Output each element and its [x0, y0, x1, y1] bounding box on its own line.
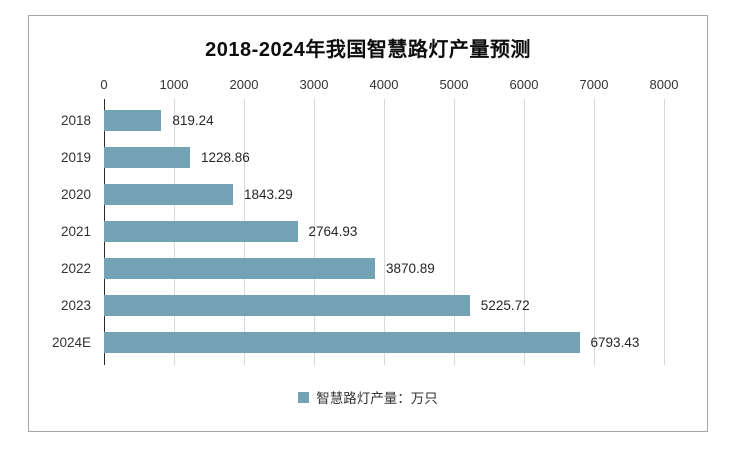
legend-swatch-icon	[298, 391, 310, 403]
bar-row: 2024E 6793.43	[52, 332, 664, 353]
value-label: 1843.29	[244, 187, 293, 202]
gridline	[664, 99, 665, 365]
legend-label: 智慧路灯产量：万只	[316, 391, 438, 406]
bar	[104, 295, 470, 316]
category-label: 2018	[60, 113, 91, 128]
bar	[104, 332, 580, 353]
bar	[104, 110, 162, 131]
bar-row: 2022 3870.89	[61, 258, 664, 279]
bar-rows: 2018 819.24 2019 1228.86 2020 1843.29 2021 2764…	[52, 110, 664, 353]
bar	[104, 221, 298, 242]
category-label: 2021	[60, 224, 91, 239]
bar	[104, 184, 234, 205]
gridline	[454, 99, 455, 365]
legend: 智慧路灯产量：万只	[29, 387, 707, 407]
value-label: 3870.89	[385, 261, 435, 276]
gridline	[314, 99, 315, 365]
bar-row: 2019 1228.86	[61, 147, 664, 168]
x-axis-tick-label: 0	[100, 77, 108, 92]
bar-row: 2020 1843.29	[61, 184, 664, 205]
x-axis-tick-label: 8000	[649, 77, 679, 92]
chart-title: 2018-2024年我国智慧路灯产量预测	[205, 39, 531, 61]
x-axis-tick-label: 5000	[439, 77, 469, 92]
chart-frame: 2018-2024年我国智慧路灯产量预测 0 1000 2000 3000 4000 50…	[28, 15, 708, 432]
value-label: 2764.93	[308, 224, 358, 239]
category-label: 2023	[60, 298, 91, 313]
x-axis-tick-label: 4000	[369, 77, 399, 92]
x-axis-tick-label: 6000	[509, 77, 539, 92]
bar-row: 2023 5225.72	[61, 295, 664, 316]
category-label: 2022	[60, 261, 91, 276]
x-axis-ticks: 0 1000 2000 3000 4000 5000 6000 7000 8000	[100, 77, 678, 95]
category-label: 2024E	[51, 335, 91, 350]
plot-area: 2018 819.24 2019 1228.86 2020 1843.29 2021 2764…	[52, 99, 665, 365]
x-axis-tick-label: 7000	[579, 77, 609, 92]
value-label: 6793.43	[590, 335, 640, 350]
gridline	[594, 99, 595, 365]
gridline	[524, 99, 525, 365]
bar-row: 2021 2764.93	[61, 221, 664, 242]
x-axis-tick-label: 3000	[299, 77, 329, 92]
value-label: 1228.86	[201, 150, 250, 165]
gridline	[384, 99, 385, 365]
bar	[104, 258, 375, 279]
value-label: 819.24	[172, 113, 214, 128]
value-label: 5225.72	[480, 298, 530, 313]
x-axis-tick-label: 2000	[229, 77, 259, 92]
bar-row: 2018 819.24	[61, 110, 664, 131]
x-axis-tick-label: 1000	[159, 77, 189, 92]
bar	[104, 147, 191, 168]
category-label: 2019	[60, 150, 91, 165]
category-label: 2020	[60, 187, 91, 202]
